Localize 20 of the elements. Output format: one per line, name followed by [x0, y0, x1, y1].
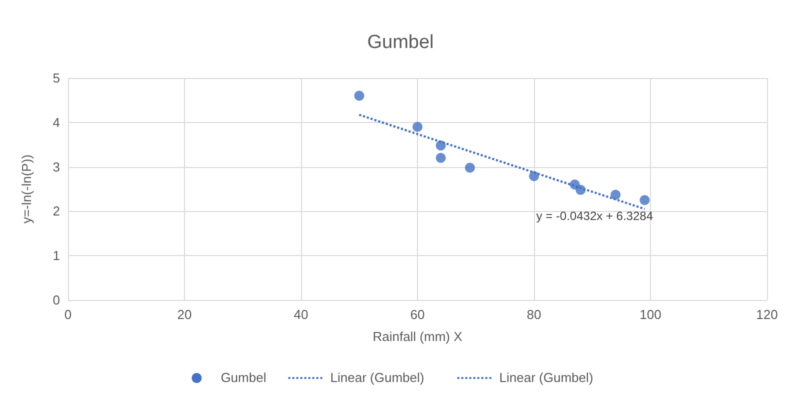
y-tick-label: 1: [52, 248, 60, 264]
y-tick-label: 3: [52, 159, 60, 174]
y-tick-label: 4: [52, 114, 60, 130]
y-axis-title: y=-ln(-ln(P)): [19, 154, 34, 224]
y-tick-label: 0: [52, 292, 60, 308]
x-tick-label: 20: [177, 307, 192, 322]
annotation: y = -0.0432x + 6.3284: [536, 209, 654, 223]
y-tick-label: 5: [52, 70, 60, 86]
legend-label: Gumbel: [220, 370, 266, 385]
x-axis-title: Rainfall (mm) X: [372, 329, 463, 344]
x-tick-label: 0: [64, 307, 72, 322]
x-tick-label: 120: [756, 307, 778, 322]
x-tick-label: 40: [294, 307, 308, 322]
legend-label: Linear (Gumbel): [330, 370, 424, 385]
x-tick-label: 80: [526, 307, 542, 322]
x-tick-label: 60: [410, 307, 425, 322]
x-tick-label: 100: [640, 307, 662, 322]
legend-label: Linear (Gumbel): [499, 370, 594, 385]
chart-title: Gumbel: [367, 32, 434, 53]
y-tick-label: 2: [52, 204, 60, 219]
